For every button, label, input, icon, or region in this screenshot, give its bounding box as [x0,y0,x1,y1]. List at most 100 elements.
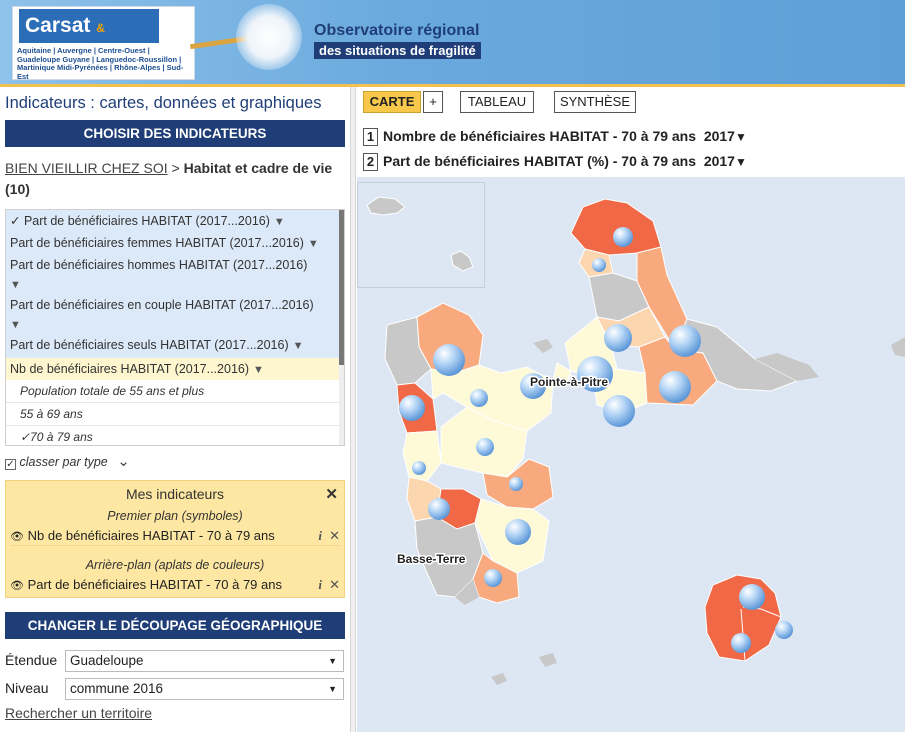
tab-tableau[interactable]: TABLEAU [460,91,534,113]
indicator-selector-1[interactable]: 1 Nombre de bénéficiaires HABITAT - 70 à … [363,128,747,146]
expand-arrow-icon[interactable]: ▼ [273,216,285,228]
commune-vieux-fort [455,579,479,605]
breadcrumb-link-theme[interactable]: BIEN VIEILLIR CHEZ SOI [5,160,168,176]
map-bubble [775,621,793,639]
site-subtitle: des situations de fragilité [314,42,481,59]
eye-icon[interactable]: 👁 [10,580,24,592]
indicator-item-selected[interactable]: Nb de bénéficiaires HABITAT (2017...2016… [6,358,339,380]
etendue-select[interactable]: Guadeloupe ▼ [65,650,344,672]
site-title: Observatoire régional [314,22,480,39]
selector-label: Nombre de bénéficiaires HABITAT - 70 à 7… [383,128,697,144]
expand-arrow-icon[interactable]: ▼ [10,319,21,331]
back-layer-label: Arrière-plan (aplats de couleurs) [85,558,265,572]
header-banner: Carsat & CGSS Aquitaine | Auvergne | Cen… [0,0,905,84]
selector-label: Part de bénéficiaires HABITAT (%) - 70 à… [383,153,697,169]
info-icon[interactable]: i [318,577,322,592]
map-bubble [604,324,632,352]
year-select[interactable]: 2017 [703,128,735,144]
front-layer-indicator: Nb de bénéficiaires HABITAT - 70 à 79 an… [27,528,275,543]
label-basse-terre: Basse-Terre [397,552,466,566]
selector-number: 1 [363,128,378,146]
carsat-cgss-logo[interactable]: Carsat & CGSS Aquitaine | Auvergne | Cen… [12,6,195,80]
front-layer-item: 👁 Nb de bénéficiaires HABITAT - 70 à 79 … [10,528,342,543]
island-saint-barthelemy [366,196,406,216]
expand-arrow-icon[interactable]: ▼ [10,279,21,291]
niveau-select[interactable]: commune 2016 ▼ [65,678,344,700]
indicator-item[interactable]: ✓ Part de bénéficiaires HABITAT (2017...… [6,210,339,232]
eye-icon[interactable]: 👁 [10,531,24,543]
commune-deshaies[interactable] [384,316,432,386]
expand-arrow-icon[interactable]: ▼ [307,238,319,250]
indicator-sub-option[interactable]: 55 à 69 ans [6,403,339,426]
tab-add-map[interactable]: + [423,91,443,113]
map-bubble [592,258,606,272]
back-layer-item: 👁 Part de bénéficiaires HABITAT - 70 à 7… [10,577,342,592]
tab-carte[interactable]: CARTE [363,91,421,113]
year-dropdown-arrow-icon[interactable]: ▼ [734,155,747,169]
selector-number: 2 [363,153,378,171]
year-select[interactable]: 2017 [703,153,735,169]
map-bubble [739,584,765,610]
tab-synthese[interactable]: SYNTHÈSE [554,91,636,113]
map-bubble [505,519,531,545]
panel-splitter[interactable] [350,87,356,732]
indicator-item[interactable]: Part de bénéficiaires hommes HABITAT (20… [6,254,339,294]
indicator-item[interactable]: Part de bénéficiaires femmes HABITAT (20… [6,232,339,254]
commune-anse-bertrand[interactable] [570,198,662,256]
close-icon[interactable]: ✕ [325,486,338,503]
dropdown-arrow-icon: ▼ [328,656,337,666]
dropdown-arrow-icon: ▼ [328,684,337,694]
etendue-label: Étendue [5,652,58,668]
classer-par-type-toggle[interactable]: ✓ classer par type ⌄ [5,452,130,470]
banner-divider [0,84,905,87]
map-bubble [428,498,450,520]
expand-arrow-icon[interactable]: ▼ [253,364,264,376]
classer-checkbox[interactable]: ✓ [5,459,16,470]
expand-arrow-icon[interactable]: ▼ [292,340,304,352]
island-les-saintes [491,653,557,685]
indicator-selector-2[interactable]: 2 Part de bénéficiaires HABITAT (%) - 70 … [363,153,747,171]
left-panel: Indicateurs : cartes, données et graphiq… [0,87,350,732]
my-indicators-panel: Mes indicateurs ✕ Premier plan (symboles… [5,480,345,598]
remove-icon[interactable]: ✕ [329,528,340,543]
scrollbar-thumb[interactable] [339,210,344,365]
map-bubble [577,356,613,392]
map-bubble [484,569,502,587]
commune-pointe-a-pitre[interactable] [552,362,572,386]
map-inset-frame [357,182,485,288]
map-bubble [613,227,633,247]
island-saint-martin [450,250,474,272]
map-bubble [476,438,494,456]
info-icon[interactable]: i [318,528,322,543]
search-territory-link[interactable]: Rechercher un territoire [5,705,153,721]
change-geography-header[interactable]: CHANGER LE DÉCOUPAGE GÉOGRAPHIQUE [5,612,345,639]
indicator-sub-option[interactable]: Population totale de 55 ans et plus [6,380,339,403]
choropleth-map[interactable]: Pointe-à-Pitre Basse-Terre [357,177,905,732]
choose-indicators-header[interactable]: CHOISIR DES INDICATEURS [5,120,345,147]
map-bubble [470,389,488,407]
map-svg[interactable]: Pointe-à-Pitre Basse-Terre [357,177,905,732]
map-bubbles [399,227,793,653]
breadcrumb-current: Habitat et cadre de vie (10) [5,160,333,197]
map-bubble [509,477,523,491]
chevron-down-icon[interactable]: ⌄ [117,453,130,470]
indicator-item[interactable]: Part de bénéficiaires en couple HABITAT … [6,294,339,334]
label-pointe-a-pitre: Pointe-à-Pitre [530,375,608,389]
map-bubble [659,371,691,403]
front-layer-label: Premier plan (symboles) [107,509,243,523]
back-layer-indicator: Part de bénéficiaires HABITAT - 70 à 79 … [27,577,282,592]
map-bubble [399,395,425,421]
island-islet [533,339,553,353]
page-title: Indicateurs : cartes, données et graphiq… [5,94,322,112]
indicator-sub-option-selected[interactable]: ✓70 à 79 ans [6,426,339,445]
right-panel: CARTE + TABLEAU SYNTHÈSE 1 Nombre de béné… [357,87,905,732]
year-dropdown-arrow-icon[interactable]: ▼ [734,130,747,144]
indicator-list-scrollbar[interactable] [339,210,344,445]
logo-regions: Aquitaine | Auvergne | Centre-Ouest | Gu… [17,46,184,81]
map-bubble [669,325,701,357]
indicator-list[interactable]: ✓ Part de bénéficiaires HABITAT (2017...… [5,209,345,446]
divider [10,545,340,546]
indicator-item[interactable]: Part de bénéficiaires seuls HABITAT (201… [6,334,339,358]
commune-saint-francois-east [755,353,819,381]
remove-icon[interactable]: ✕ [329,577,340,592]
